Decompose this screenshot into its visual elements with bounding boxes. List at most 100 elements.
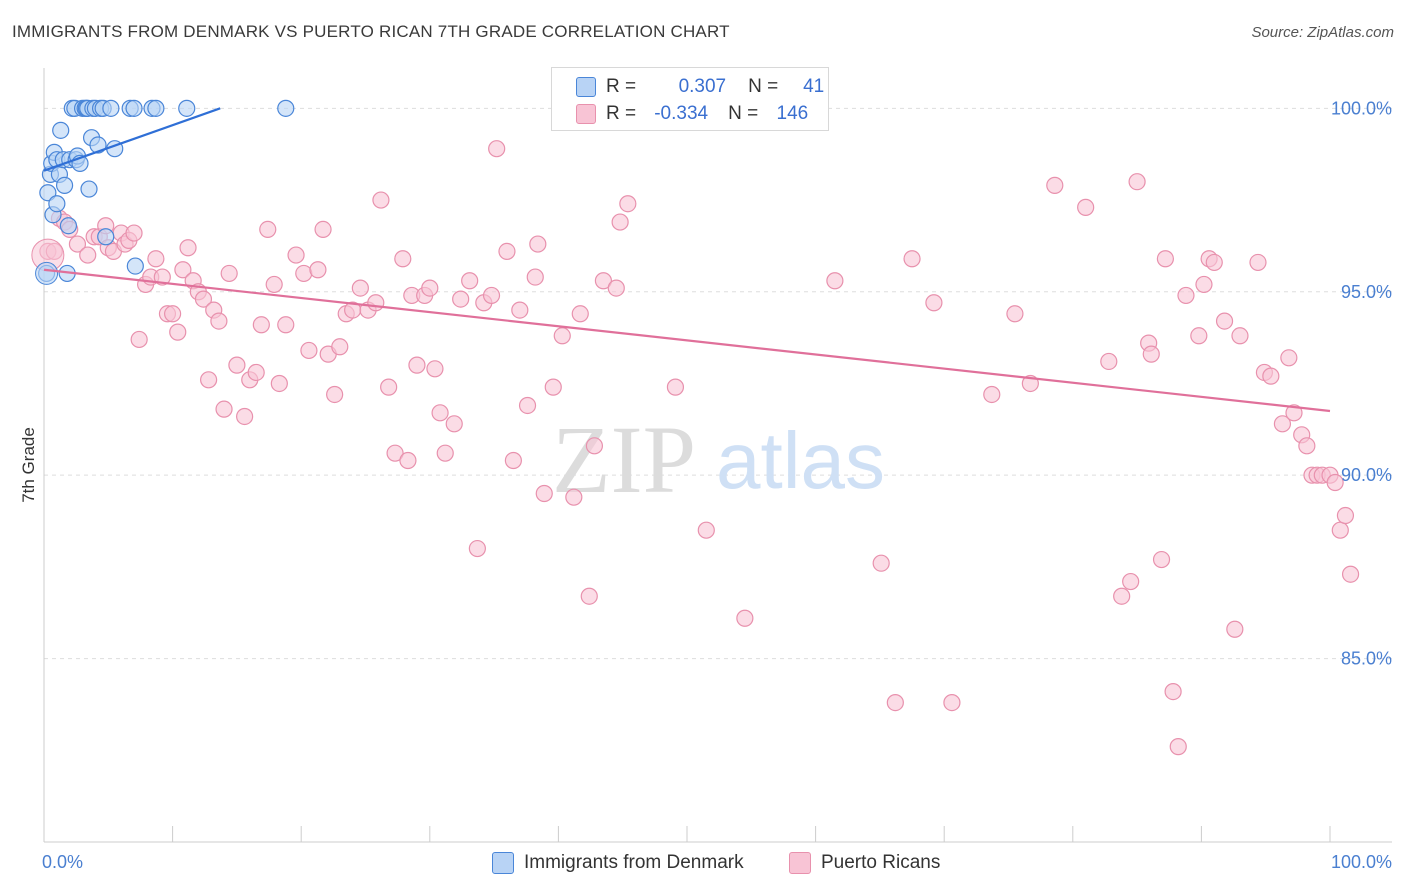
puerto-ricans-point-94 [736,609,754,627]
puerto-ricans-point-111 [1128,173,1146,191]
puerto-ricans-point-70 [461,272,479,290]
puerto-ricans-point-39 [259,220,277,238]
legend-swatch-denmark [492,852,514,874]
puerto-ricans-point-130 [1280,349,1298,367]
denmark-point-40 [277,99,295,117]
puerto-ricans-point-93 [697,521,715,539]
puerto-ricans-point-83 [553,327,571,345]
denmark-point-35 [125,99,143,117]
puerto-ricans-point-117 [1169,738,1187,756]
puerto-ricans-point-140 [1336,506,1355,525]
puerto-ricans-point-43 [287,246,305,264]
puerto-ricans-point-19 [147,250,165,268]
denmark-point-32 [102,99,120,117]
puerto-ricans-point-64 [421,279,439,297]
puerto-ricans-point-119 [1190,327,1208,345]
puerto-ricans-point-53 [351,279,369,297]
puerto-ricans-point-85 [571,305,589,323]
puerto-ricans-point-101 [925,294,943,312]
puerto-ricans-point-126 [1249,253,1267,272]
puerto-ricans-point-128 [1262,367,1280,385]
puerto-ricans-point-120 [1195,275,1213,294]
puerto-ricans-point-103 [983,385,1001,404]
puerto-ricans-point-6 [79,246,97,264]
puerto-ricans-point-29 [200,371,218,389]
puerto-ricans-point-57 [380,378,398,396]
puerto-ricans-point-28 [194,290,213,308]
puerto-ricans-point-88 [594,272,613,290]
puerto-ricans-point-87 [585,437,604,455]
puerto-ricans-point-40 [265,275,283,294]
legend-swatch-pink [576,104,596,124]
puerto-ricans-point-122 [1205,253,1223,272]
puerto-ricans-point-60 [399,451,417,470]
puerto-ricans-point-141 [1341,565,1360,583]
legend-label-denmark: Immigrants from Denmark [524,852,744,873]
watermark-atlas: atlas [716,416,885,505]
puerto-ricans-point-58 [386,444,404,462]
puerto-ricans-point-80 [529,235,547,253]
puerto-ricans-point-107 [1077,198,1095,216]
legend-item-puerto-ricans: Puerto Ricans [789,852,940,874]
denmark-point-13 [59,217,78,235]
puerto-ricans-point-92 [666,378,685,396]
x-tick-label-1: 100.0% [1331,852,1392,872]
puerto-ricans-point-31 [210,312,228,330]
source-credit: Source: ZipAtlas.com [1251,24,1394,41]
puerto-ricans-point-77 [511,301,529,319]
puerto-ricans-point-65 [426,360,444,378]
puerto-ricans-point-89 [607,279,625,297]
puerto-ricans-point-129 [1273,415,1292,433]
stats-row-blue: R = 0.307 N = 41 [552,74,824,100]
puerto-ricans-point-100 [903,250,921,268]
trend-line-puerto-ricans [43,268,1331,413]
puerto-ricans-point-49 [326,385,344,404]
puerto-ricans-point-16 [130,330,148,349]
x-tick-label-0: 0.0% [42,852,83,872]
denmark-point-24 [80,180,98,198]
puerto-ricans-point-82 [544,378,562,396]
puerto-ricans-point-56 [372,191,390,209]
stats-legend-box: R = 0.307 N = 41 R = -0.334 N = 146 [551,67,829,131]
y-tick-label-2: 95.0% [1341,282,1392,302]
puerto-ricans-point-124 [1226,620,1244,638]
puerto-ricans-point-68 [445,415,463,433]
n-label-pink: N = [728,103,759,124]
denmark-point-39 [178,99,196,117]
puerto-ricans-point-76 [504,451,522,470]
denmark-cluster-point [35,261,59,285]
trend-lines [43,107,1331,413]
puerto-ricans-point-55 [367,294,385,312]
puerto-ricans-point-32 [215,400,233,418]
puerto-ricans-point-62 [408,356,426,374]
denmark-point-9 [52,121,70,139]
puerto-ricans-point-67 [436,444,454,462]
puerto-ricans-point-73 [482,286,501,305]
puerto-ricans-point-118 [1177,286,1195,305]
chart-title: IMMIGRANTS FROM DENMARK VS PUERTO RICAN … [12,22,730,41]
r-value-pink: -0.334 [654,103,709,124]
puerto-ricans-point-41 [270,374,288,393]
legend-swatch-puerto-ricans [789,852,811,874]
legend-swatch-blue [576,77,596,97]
puerto-ricans-point-46 [309,261,327,279]
puerto-ricans-point-125 [1231,327,1249,345]
puerto-ricans-point-79 [526,268,544,286]
puerto-ricans-point-78 [518,396,537,415]
series-puerto-ricans [31,99,1360,756]
n-value-blue: 41 [803,76,825,97]
stats-row-pink: R = -0.334 N = 146 [552,101,808,127]
puerto-ricans-point-84 [565,488,583,506]
denmark-point-11 [55,176,74,194]
puerto-ricans-point-47 [314,220,332,238]
denmark-point-36 [126,257,144,275]
puerto-ricans-point-15 [125,224,143,242]
puerto-ricans-point-102 [943,694,961,712]
legend-label-puerto-ricans: Puerto Ricans [821,852,941,873]
puerto-ricans-point-90 [611,213,629,231]
puerto-ricans-point-113 [1142,345,1160,363]
puerto-ricans-point-69 [452,290,470,308]
puerto-ricans-point-106 [1046,176,1064,194]
puerto-ricans-point-33 [220,264,238,283]
tick-labels: 85.0% 90.0% 95.0% 100.0% 0.0% 100.0% [42,98,1392,872]
